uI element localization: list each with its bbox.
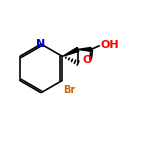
- Text: Br: Br: [64, 85, 76, 95]
- Polygon shape: [78, 47, 91, 51]
- Text: N: N: [36, 39, 46, 49]
- Text: O: O: [82, 55, 92, 66]
- Polygon shape: [63, 47, 79, 56]
- Text: OH: OH: [100, 40, 119, 50]
